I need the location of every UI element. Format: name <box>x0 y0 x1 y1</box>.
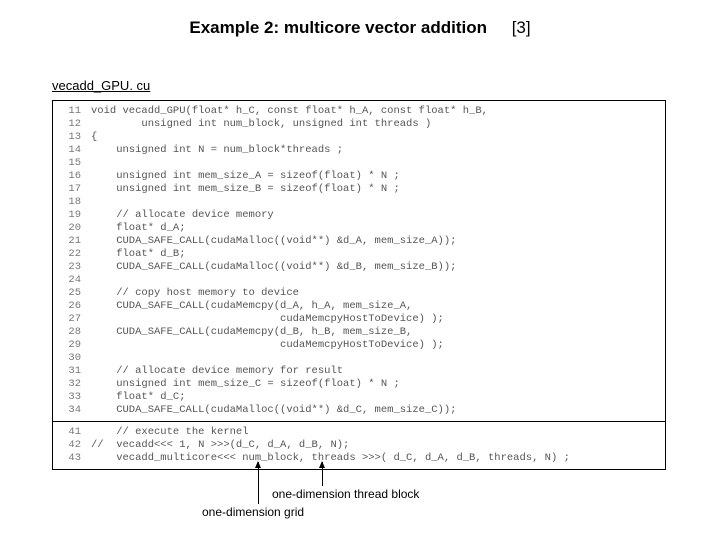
code-line: 13{ <box>53 131 665 144</box>
line-number: 29 <box>53 339 91 352</box>
code-line: 43 vecadd_multicore<<< num_block, thread… <box>53 452 665 465</box>
code-line: 34 CUDA_SAFE_CALL(cudaMalloc((void**) &d… <box>53 404 665 417</box>
code-text: CUDA_SAFE_CALL(cudaMalloc((void**) &d_C,… <box>91 404 665 417</box>
code-text: CUDA_SAFE_CALL(cudaMemcpy(d_A, h_A, mem_… <box>91 300 665 313</box>
line-number: 22 <box>53 248 91 261</box>
code-line: 19 // allocate device memory <box>53 209 665 222</box>
source-filename: vecadd_GPU. cu <box>52 78 150 93</box>
line-number: 12 <box>53 118 91 131</box>
code-line: 12 unsigned int num_block, unsigned int … <box>53 118 665 131</box>
code-text: unsigned int N = num_block*threads ; <box>91 144 665 157</box>
line-number: 34 <box>53 404 91 417</box>
code-line: 32 unsigned int mem_size_C = sizeof(floa… <box>53 378 665 391</box>
line-number: 17 <box>53 183 91 196</box>
line-number: 31 <box>53 365 91 378</box>
code-line: 33 float* d_C; <box>53 391 665 404</box>
code-text: float* d_B; <box>91 248 665 261</box>
line-number: 20 <box>53 222 91 235</box>
line-number: 19 <box>53 209 91 222</box>
code-line: 25 // copy host memory to device <box>53 287 665 300</box>
code-text <box>91 196 665 209</box>
code-line: 29 cudaMemcpyHostToDevice) ); <box>53 339 665 352</box>
code-line: 21 CUDA_SAFE_CALL(cudaMalloc((void**) &d… <box>53 235 665 248</box>
slide-title-row: Example 2: multicore vector addition [3] <box>0 0 720 38</box>
line-number: 11 <box>53 105 91 118</box>
line-number: 14 <box>53 144 91 157</box>
code-text: CUDA_SAFE_CALL(cudaMemcpy(d_B, h_B, mem_… <box>91 326 665 339</box>
code-text: // vecadd<<< 1, N >>>(d_C, d_A, d_B, N); <box>91 439 665 452</box>
code-line: 24 <box>53 274 665 287</box>
code-text: unsigned int num_block, unsigned int thr… <box>91 118 665 131</box>
line-number: 41 <box>53 426 91 439</box>
line-number: 18 <box>53 196 91 209</box>
code-text: cudaMemcpyHostToDevice) ); <box>91 313 665 326</box>
code-line: 17 unsigned int mem_size_B = sizeof(floa… <box>53 183 665 196</box>
annotation-grid: one-dimension grid <box>202 505 304 519</box>
line-number: 23 <box>53 261 91 274</box>
code-line: 22 float* d_B; <box>53 248 665 261</box>
line-number: 30 <box>53 352 91 365</box>
code-text: void vecadd_GPU(float* h_C, const float*… <box>91 105 665 118</box>
annotation-thread-block: one-dimension thread block <box>272 487 419 501</box>
code-section-bottom: 41 // execute the kernel42// vecadd<<< 1… <box>53 422 665 469</box>
code-listing: 11void vecadd_GPU(float* h_C, const floa… <box>52 100 666 470</box>
code-line: 11void vecadd_GPU(float* h_C, const floa… <box>53 105 665 118</box>
code-section-top: 11void vecadd_GPU(float* h_C, const floa… <box>53 101 665 421</box>
code-line: 16 unsigned int mem_size_A = sizeof(floa… <box>53 170 665 183</box>
line-number: 26 <box>53 300 91 313</box>
line-number: 42 <box>53 439 91 452</box>
code-text: unsigned int mem_size_C = sizeof(float) … <box>91 378 665 391</box>
line-number: 24 <box>53 274 91 287</box>
code-line: 18 <box>53 196 665 209</box>
line-number: 21 <box>53 235 91 248</box>
line-number: 16 <box>53 170 91 183</box>
code-text <box>91 352 665 365</box>
arrow-thread-block <box>322 462 323 486</box>
code-line: 23 CUDA_SAFE_CALL(cudaMalloc((void**) &d… <box>53 261 665 274</box>
code-text: float* d_A; <box>91 222 665 235</box>
line-number: 13 <box>53 131 91 144</box>
code-line: 30 <box>53 352 665 365</box>
line-number: 15 <box>53 157 91 170</box>
code-line: 41 // execute the kernel <box>53 426 665 439</box>
code-line: 27 cudaMemcpyHostToDevice) ); <box>53 313 665 326</box>
line-number: 28 <box>53 326 91 339</box>
code-text: { <box>91 131 665 144</box>
code-text: float* d_C; <box>91 391 665 404</box>
code-line: 15 <box>53 157 665 170</box>
code-text: vecadd_multicore<<< num_block, threads >… <box>91 452 665 465</box>
line-number: 43 <box>53 452 91 465</box>
slide-title-ref: [3] <box>512 18 531 37</box>
code-text: // allocate device memory <box>91 209 665 222</box>
code-text: // allocate device memory for result <box>91 365 665 378</box>
code-text: cudaMemcpyHostToDevice) ); <box>91 339 665 352</box>
line-number: 27 <box>53 313 91 326</box>
line-number: 33 <box>53 391 91 404</box>
code-text: // execute the kernel <box>91 426 665 439</box>
code-line: 42// vecadd<<< 1, N >>>(d_C, d_A, d_B, N… <box>53 439 665 452</box>
code-line: 26 CUDA_SAFE_CALL(cudaMemcpy(d_A, h_A, m… <box>53 300 665 313</box>
code-line: 14 unsigned int N = num_block*threads ; <box>53 144 665 157</box>
line-number: 32 <box>53 378 91 391</box>
arrow-grid <box>258 462 259 504</box>
code-line: 28 CUDA_SAFE_CALL(cudaMemcpy(d_B, h_B, m… <box>53 326 665 339</box>
code-text: // copy host memory to device <box>91 287 665 300</box>
code-line: 31 // allocate device memory for result <box>53 365 665 378</box>
code-text: unsigned int mem_size_A = sizeof(float) … <box>91 170 665 183</box>
slide-title: Example 2: multicore vector addition <box>189 18 487 37</box>
code-text <box>91 274 665 287</box>
code-text: unsigned int mem_size_B = sizeof(float) … <box>91 183 665 196</box>
code-line: 20 float* d_A; <box>53 222 665 235</box>
line-number: 25 <box>53 287 91 300</box>
code-text: CUDA_SAFE_CALL(cudaMalloc((void**) &d_A,… <box>91 235 665 248</box>
code-text <box>91 157 665 170</box>
code-text: CUDA_SAFE_CALL(cudaMalloc((void**) &d_B,… <box>91 261 665 274</box>
